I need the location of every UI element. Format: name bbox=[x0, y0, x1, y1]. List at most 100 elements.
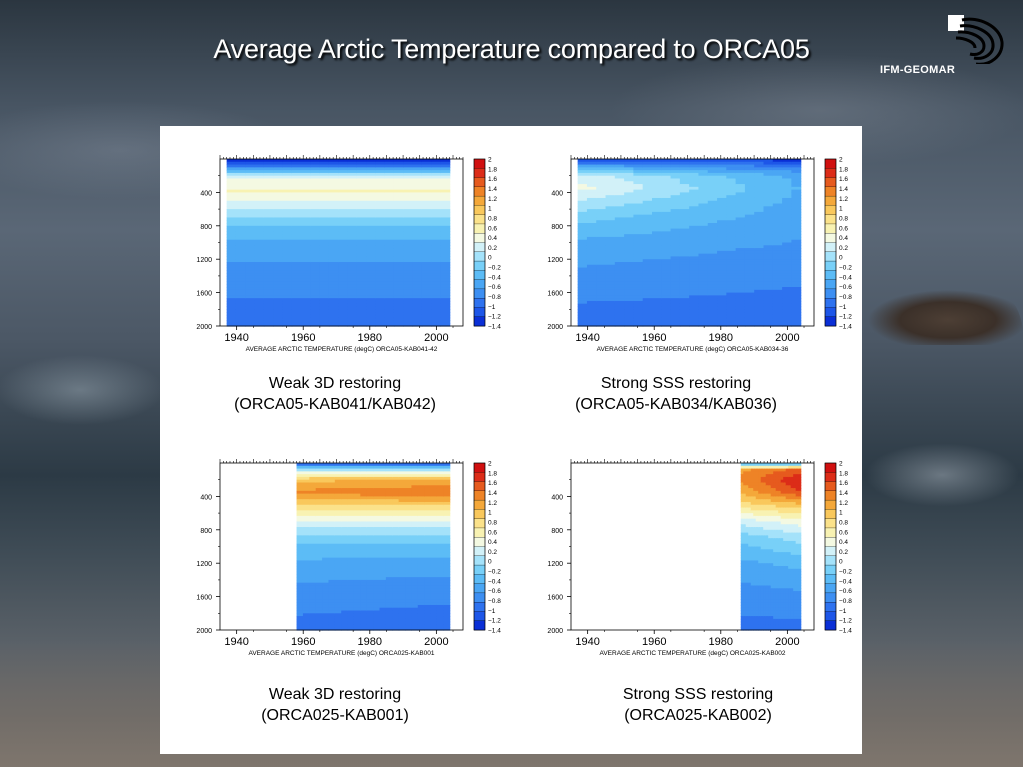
heatmap-cell bbox=[398, 604, 406, 609]
heatmap-cell bbox=[296, 521, 304, 525]
heatmap-cell bbox=[254, 186, 265, 191]
heatmap-cell bbox=[254, 281, 265, 285]
heatmap-cell bbox=[328, 287, 339, 291]
heatmap-cell bbox=[679, 250, 690, 255]
heatmap-cell bbox=[398, 627, 406, 631]
heatmap-cell bbox=[744, 186, 755, 191]
heatmap-cell bbox=[341, 468, 349, 472]
heatmap-cell bbox=[633, 170, 644, 174]
heatmap-cell bbox=[310, 281, 321, 285]
heatmap-cell bbox=[440, 220, 451, 224]
colorbar-swatch bbox=[473, 279, 486, 290]
heatmap-cell bbox=[791, 195, 802, 199]
heatmap-cell bbox=[763, 264, 774, 269]
heatmap-cell bbox=[417, 527, 425, 531]
heatmap-cell bbox=[319, 320, 330, 324]
heatmap-cell bbox=[577, 167, 588, 171]
heatmap-cell bbox=[726, 295, 737, 299]
heatmap-cell bbox=[689, 231, 700, 235]
heatmap-cell bbox=[296, 543, 304, 548]
heatmap-cell bbox=[302, 493, 310, 497]
heatmap-cell bbox=[392, 563, 400, 567]
background-surf-right bbox=[862, 420, 1023, 530]
heatmap-cell bbox=[440, 175, 451, 180]
y-tick-label: 1200 bbox=[196, 257, 212, 264]
heatmap-cell bbox=[791, 298, 802, 302]
heatmap-cell bbox=[430, 518, 438, 523]
heatmap-cell bbox=[642, 298, 653, 302]
heatmap-cell bbox=[689, 323, 700, 327]
heatmap-cell bbox=[707, 303, 718, 308]
heatmap-cell bbox=[254, 214, 265, 219]
heatmap-cell bbox=[282, 300, 293, 305]
heatmap-cell bbox=[707, 320, 718, 324]
heatmap-cell bbox=[245, 312, 256, 316]
heatmap-cell bbox=[315, 588, 323, 592]
heatmap-cell bbox=[392, 521, 400, 525]
heatmap-cell bbox=[254, 250, 265, 255]
heatmap-cell bbox=[726, 264, 737, 269]
heatmap-cell bbox=[379, 565, 387, 570]
colorbar-label: −0.6 bbox=[839, 284, 852, 291]
heatmap-cell bbox=[772, 172, 783, 177]
heatmap-cell bbox=[403, 317, 414, 322]
heatmap-cell bbox=[334, 538, 342, 542]
heatmap-cell bbox=[328, 309, 339, 313]
heatmap-cell bbox=[263, 184, 274, 188]
colorbar-label: −1.4 bbox=[488, 628, 501, 635]
heatmap-cell bbox=[235, 220, 246, 224]
colorbar-label: 1.6 bbox=[488, 480, 497, 487]
heatmap-cell bbox=[782, 312, 792, 316]
heatmap-cell bbox=[347, 560, 355, 564]
heatmap-cell bbox=[385, 574, 393, 578]
heatmap-cell bbox=[633, 264, 644, 269]
heatmap-cell bbox=[254, 253, 265, 258]
heatmap-cell bbox=[443, 504, 451, 509]
heatmap-cell bbox=[353, 568, 361, 573]
heatmap-cell bbox=[254, 234, 265, 238]
heatmap-cell bbox=[707, 186, 718, 191]
heatmap-cell bbox=[334, 463, 342, 467]
heatmap-cell bbox=[235, 225, 246, 230]
heatmap-cell bbox=[605, 306, 616, 310]
heatmap-cell bbox=[763, 320, 774, 324]
heatmap-cell bbox=[440, 309, 451, 313]
heatmap-cell bbox=[226, 228, 237, 232]
heatmap-cell bbox=[743, 577, 747, 581]
heatmap-cell bbox=[273, 323, 284, 327]
heatmap-cell bbox=[263, 281, 274, 285]
heatmap-cell bbox=[421, 197, 432, 202]
heatmap-cell bbox=[393, 261, 404, 266]
heatmap-cell bbox=[393, 275, 404, 280]
heatmap-cell bbox=[411, 552, 419, 556]
heatmap-cell bbox=[421, 175, 432, 180]
heatmap-cell bbox=[652, 275, 662, 280]
heatmap-cell bbox=[430, 565, 438, 570]
heatmap-cell bbox=[614, 270, 625, 274]
heatmap-cell bbox=[328, 167, 339, 171]
heatmap-cell bbox=[384, 270, 395, 274]
heatmap-cell bbox=[356, 234, 367, 238]
heatmap-cell bbox=[689, 284, 700, 288]
heatmap-cell bbox=[633, 278, 644, 283]
heatmap-cell bbox=[577, 242, 588, 246]
heatmap-cell bbox=[392, 471, 400, 475]
heatmap-cell bbox=[605, 309, 616, 313]
heatmap-cell bbox=[745, 613, 749, 617]
heatmap-cell bbox=[379, 538, 387, 542]
heatmap-cell bbox=[282, 261, 293, 266]
heatmap-cell bbox=[405, 507, 412, 511]
heatmap-cell bbox=[763, 217, 774, 221]
heatmap-cell bbox=[375, 270, 386, 274]
heatmap-cell bbox=[642, 189, 653, 193]
heatmap-cell bbox=[679, 161, 690, 166]
heatmap-cell bbox=[763, 292, 774, 296]
heatmap-cell bbox=[772, 203, 783, 207]
heatmap-cell bbox=[353, 621, 361, 626]
heatmap-cell bbox=[338, 195, 349, 199]
heatmap-cell bbox=[745, 465, 749, 470]
heatmap-cell bbox=[431, 181, 441, 185]
heatmap-cell bbox=[412, 236, 423, 241]
heatmap-cell bbox=[440, 306, 451, 310]
heatmap-cell bbox=[328, 228, 339, 232]
